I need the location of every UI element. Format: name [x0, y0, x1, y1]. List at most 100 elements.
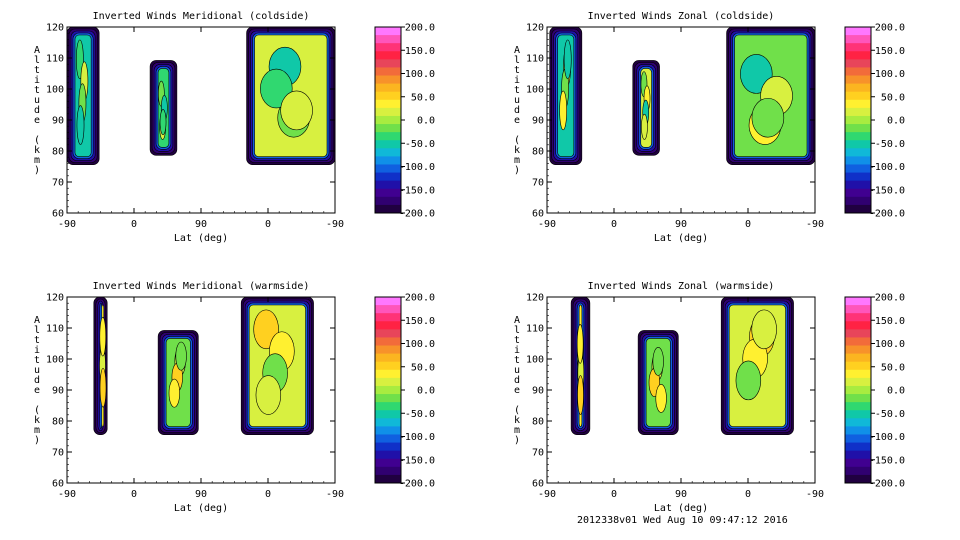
y-axis-label-char: ) [34, 165, 40, 176]
colorbar-swatch [375, 442, 401, 452]
colorbar-swatch [375, 99, 401, 109]
y-axis-label-char: t [514, 85, 520, 96]
y-axis-label-char: k [34, 145, 40, 156]
colorbar-label: -100.0 [869, 432, 905, 443]
colorbar-swatch [375, 361, 401, 371]
contour-region [66, 26, 100, 165]
chart-panel: Inverted Winds Meridional (warmside) 60 70… [34, 281, 435, 514]
y-axis-label-char: l [514, 325, 520, 336]
colorbar-label: 100.0 [405, 339, 435, 350]
colorbar-swatch [375, 345, 401, 355]
contour-band [751, 309, 777, 350]
colorbar-swatch [375, 402, 401, 411]
colorbar-swatch [375, 369, 401, 379]
colorbar-swatch [845, 458, 871, 468]
x-tick-label: 0 [611, 489, 617, 500]
y-tick-label: 80 [532, 417, 544, 428]
colorbar-swatch [845, 345, 871, 355]
colorbar-swatch [845, 450, 871, 460]
y-axis-label-char: ( [514, 405, 520, 416]
x-tick-label: 0 [265, 219, 271, 230]
contour-region [720, 296, 794, 435]
x-tick-label: -90 [806, 219, 824, 230]
y-axis-label-char: m [34, 425, 40, 436]
y-tick-label: 110 [526, 324, 544, 335]
y-axis-label-char: l [34, 55, 40, 66]
chart-panel: Inverted Winds Zonal (coldside) 60 70 80 90 1… [514, 11, 905, 244]
colorbar-label: 150.0 [875, 316, 905, 327]
contour-band [175, 341, 187, 371]
colorbar: 200.0 150.0 100.0 50.0 0.0 -50.0 -100.0 -150.0 -… [374, 23, 435, 220]
contour-band [76, 105, 85, 145]
y-tick-label: 80 [52, 147, 64, 158]
colorbar-label: -150.0 [869, 455, 905, 466]
colorbar-swatch [375, 132, 401, 141]
x-axis-label: Lat (deg) [174, 503, 228, 514]
colorbar-label: -200.0 [869, 479, 905, 490]
colorbar-label: -150.0 [399, 185, 435, 196]
colorbar-swatch [845, 369, 871, 379]
colorbar-label: -150.0 [399, 455, 435, 466]
colorbar-label: -100.0 [399, 432, 435, 443]
colorbar-label: 50.0 [881, 92, 905, 103]
y-axis-label-char: k [514, 145, 520, 156]
colorbar-swatch [375, 51, 401, 60]
y-axis-label-char: i [34, 75, 40, 86]
y-tick-label: 120 [526, 293, 544, 304]
colorbar-swatch [845, 474, 871, 484]
y-tick-label: 60 [532, 479, 544, 490]
x-tick-label: 90 [195, 219, 207, 230]
colorbar-swatch [375, 156, 401, 165]
y-axis-label-char: t [514, 355, 520, 366]
colorbar-swatch [845, 394, 871, 403]
y-axis-label-char: A [514, 45, 520, 56]
colorbar-label: -50.0 [405, 409, 435, 420]
contour-band [735, 360, 762, 401]
colorbar-label: 100.0 [875, 69, 905, 80]
x-tick-label: -90 [326, 219, 344, 230]
colorbar-label: 0.0 [887, 386, 905, 397]
colorbar-swatch [845, 156, 871, 165]
y-axis-label-char: t [514, 65, 520, 76]
y-axis-label-char: ( [34, 135, 40, 146]
y-tick-label: 60 [52, 209, 64, 220]
colorbar-label: -100.0 [869, 162, 905, 173]
colorbar-swatch [375, 164, 401, 174]
y-tick-label: 70 [52, 178, 64, 189]
x-tick-label: -90 [58, 489, 76, 500]
colorbar-label: -200.0 [399, 209, 435, 220]
colorbar-swatch [845, 418, 871, 427]
y-tick-label: 90 [532, 116, 544, 127]
colorbar-swatch [375, 458, 401, 468]
colorbar-swatch [375, 59, 401, 68]
contour-band [99, 316, 107, 357]
x-tick-label: -90 [538, 489, 556, 500]
colorbar-swatch [845, 75, 871, 85]
y-axis-label-char: ( [514, 135, 520, 146]
y-tick-label: 60 [52, 479, 64, 490]
colorbar-swatch [375, 67, 401, 77]
colorbar-swatch [375, 410, 401, 419]
contour-region [726, 26, 816, 165]
colorbar-swatch [845, 140, 871, 149]
colorbar-swatch [375, 107, 401, 117]
colorbar-swatch [845, 402, 871, 411]
colorbar-swatch [375, 450, 401, 460]
colorbar-swatch [845, 329, 871, 338]
colorbar-label: -50.0 [875, 409, 905, 420]
footer-timestamp: 2012338v01 Wed Aug 10 09:47:12 2016 [577, 515, 788, 526]
colorbar-swatch [375, 27, 401, 36]
y-axis-label-char: m [514, 425, 520, 436]
y-axis-label-char: k [34, 415, 40, 426]
y-axis-label-char: t [34, 355, 40, 366]
colorbar-swatch [375, 115, 401, 125]
colorbar-swatch [375, 124, 401, 133]
y-tick-label: 110 [46, 324, 64, 335]
colorbar-label: -200.0 [869, 209, 905, 220]
y-tick-label: 100 [526, 85, 544, 96]
chart-title: Inverted Winds Zonal (warmside) [588, 281, 775, 292]
x-tick-label: -90 [58, 219, 76, 230]
y-axis-label-char: A [34, 315, 40, 326]
colorbar-swatch [845, 124, 871, 133]
contour-region [149, 60, 178, 156]
